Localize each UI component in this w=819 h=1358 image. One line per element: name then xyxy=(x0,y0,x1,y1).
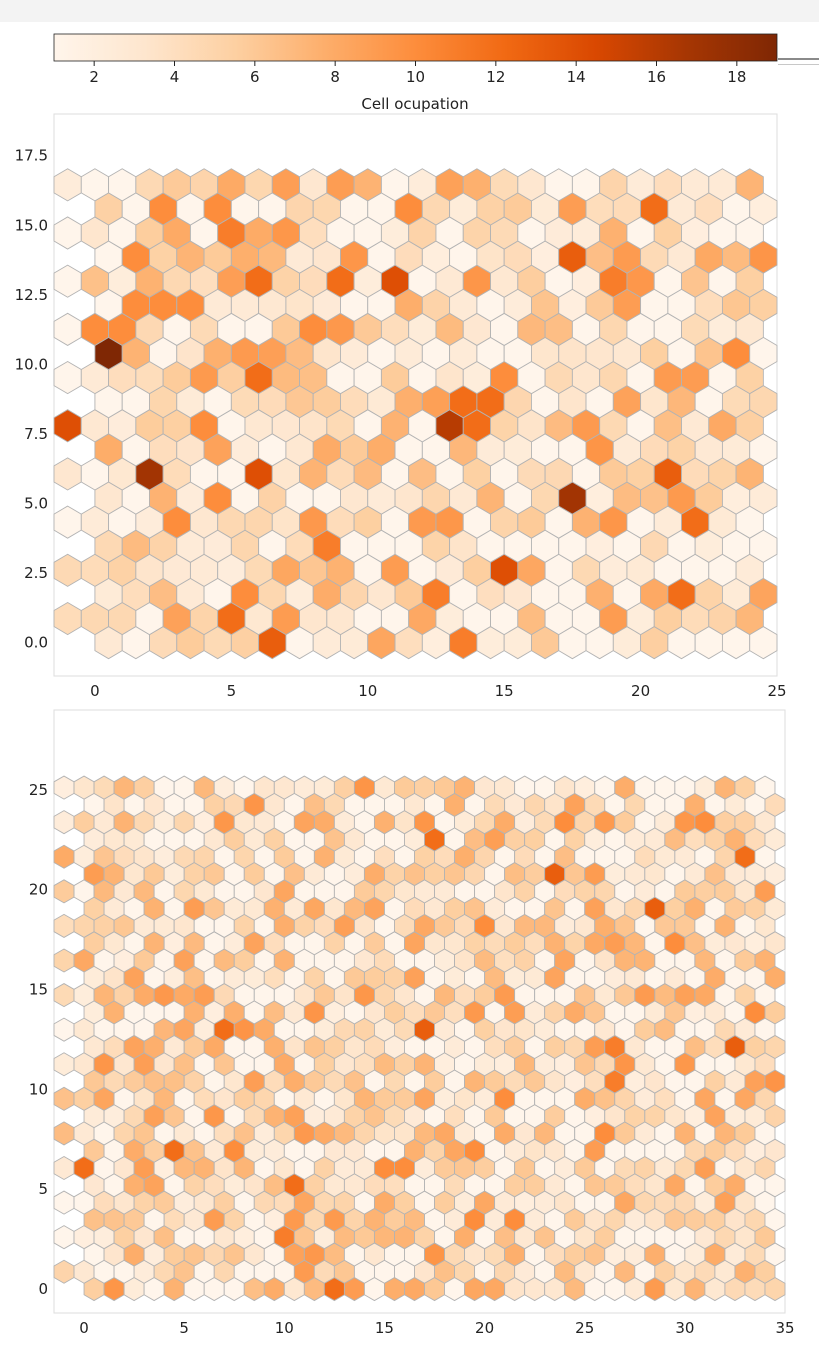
bottom-hexbin-plot: 0 5 10 15 20 25 30 35 0 5 10 15 20 25 xyxy=(29,709,795,1337)
x-tick-label: 0 xyxy=(90,682,100,700)
colorbar-label: Cell ocupation xyxy=(361,95,468,113)
top-y-ticks: 0.0 2.5 5.0 7.5 10.0 12.5 15.0 17.5 xyxy=(15,147,48,652)
x-tick-label: 30 xyxy=(675,1319,694,1337)
y-tick-label: 15.0 xyxy=(15,216,48,234)
y-tick-label: 10.0 xyxy=(15,355,48,373)
colorbar: 2 4 6 8 10 12 14 16 18 Cell ocupation xyxy=(53,33,778,113)
bottom-y-ticks: 0 5 10 15 20 25 xyxy=(29,781,48,1298)
x-tick-label: 25 xyxy=(767,682,786,700)
colorbar-tick-label: 16 xyxy=(647,68,666,86)
top-x-ticks: 0 5 10 15 20 25 xyxy=(90,682,786,700)
x-tick-label: 20 xyxy=(631,682,650,700)
y-tick-label: 0 xyxy=(38,1280,48,1298)
hex-cell xyxy=(735,168,764,202)
colorbar-tick-label: 14 xyxy=(567,68,586,86)
panel-divider xyxy=(778,58,819,65)
top-hexbin-plot: 0 5 10 15 20 25 0.0 2.5 5.0 7.5 10.0 12.5 15.0 17.5 xyxy=(15,113,787,700)
x-tick-label: 10 xyxy=(275,1319,294,1337)
top-hex-cells xyxy=(53,168,778,660)
window-top-bar xyxy=(0,0,819,22)
x-tick-label: 5 xyxy=(227,682,237,700)
y-tick-label: 7.5 xyxy=(24,425,48,443)
y-tick-label: 20 xyxy=(29,881,48,899)
y-tick-label: 5.0 xyxy=(24,495,48,513)
y-tick-label: 10 xyxy=(29,1080,48,1098)
x-tick-label: 0 xyxy=(79,1319,89,1337)
hex-cell xyxy=(754,775,776,800)
y-tick-label: 5 xyxy=(38,1180,48,1198)
y-tick-label: 0.0 xyxy=(24,634,48,652)
colorbar-tick-label: 6 xyxy=(250,68,260,86)
x-tick-label: 15 xyxy=(495,682,514,700)
y-tick-label: 12.5 xyxy=(15,286,48,304)
y-tick-label: 2.5 xyxy=(24,564,48,582)
y-tick-label: 15 xyxy=(29,981,48,999)
x-tick-label: 20 xyxy=(475,1319,494,1337)
colorbar-tick-label: 18 xyxy=(727,68,746,86)
colorbar-tick-label: 12 xyxy=(486,68,505,86)
colorbar-gradient xyxy=(53,33,778,62)
bottom-hex-cells xyxy=(53,775,786,1302)
bottom-x-ticks: 0 5 10 15 20 25 30 35 xyxy=(79,1319,794,1337)
x-tick-label: 15 xyxy=(375,1319,394,1337)
x-tick-label: 10 xyxy=(358,682,377,700)
colorbar-ticks: 2 4 6 8 10 12 14 16 18 xyxy=(89,61,746,86)
x-tick-label: 35 xyxy=(775,1319,794,1337)
colorbar-tick-label: 10 xyxy=(406,68,425,86)
colorbar-tick-label: 4 xyxy=(170,68,180,86)
x-tick-label: 5 xyxy=(179,1319,189,1337)
y-tick-label: 17.5 xyxy=(15,147,48,165)
colorbar-tick-label: 8 xyxy=(330,68,340,86)
x-tick-label: 25 xyxy=(575,1319,594,1337)
y-tick-label: 25 xyxy=(29,781,48,799)
colorbar-tick-label: 2 xyxy=(89,68,99,86)
